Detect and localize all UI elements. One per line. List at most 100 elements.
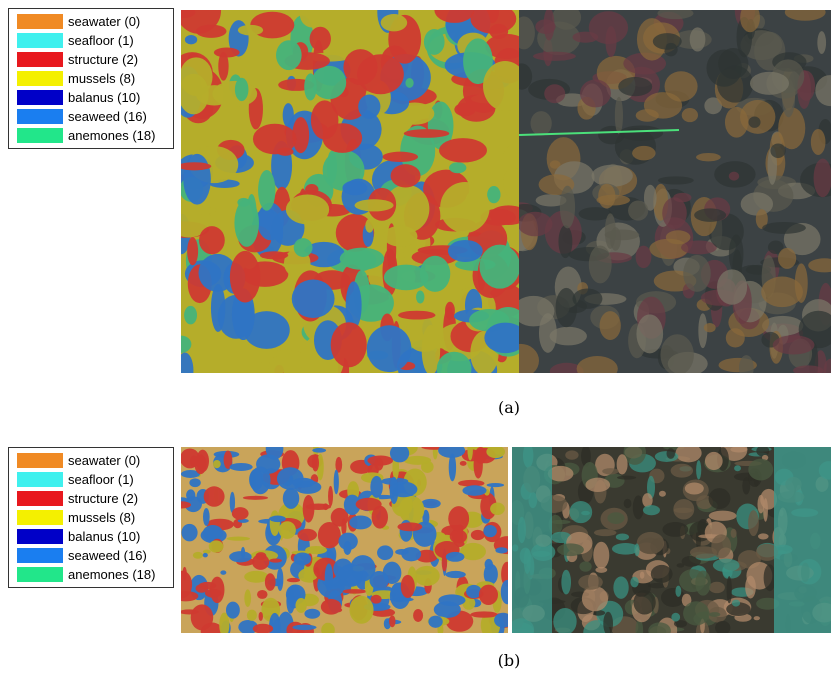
texture <box>729 172 739 181</box>
texture <box>230 463 253 471</box>
texture <box>212 81 257 107</box>
texture <box>616 533 629 540</box>
texture <box>349 596 373 624</box>
texture <box>414 566 440 586</box>
texture <box>653 33 682 50</box>
texture <box>610 227 621 251</box>
texture <box>659 491 666 497</box>
texture <box>210 577 224 603</box>
texture <box>661 588 685 607</box>
texture <box>311 66 346 99</box>
texture <box>270 516 286 523</box>
texture <box>593 542 609 569</box>
texture <box>448 240 483 262</box>
texture <box>258 170 275 211</box>
texture <box>439 138 487 162</box>
texture <box>404 129 450 138</box>
texture <box>694 208 726 221</box>
texture <box>292 280 335 318</box>
texture <box>367 456 393 466</box>
texture <box>371 595 382 604</box>
texture <box>424 29 445 55</box>
texture <box>214 48 240 58</box>
texture <box>312 448 326 453</box>
texture <box>748 459 773 481</box>
legend-label: seawater (0) <box>68 453 140 468</box>
texture <box>185 35 197 44</box>
texture <box>196 25 227 38</box>
texture <box>297 529 317 541</box>
texture <box>428 616 442 628</box>
texture <box>628 201 648 221</box>
texture <box>565 450 578 459</box>
texture <box>294 553 312 566</box>
texture <box>252 554 269 570</box>
legend-item: anemones (18) <box>9 565 173 584</box>
texture <box>762 222 806 234</box>
texture <box>695 571 710 596</box>
texture <box>589 11 628 44</box>
texture <box>618 77 652 96</box>
texture <box>594 529 616 536</box>
texture <box>675 586 681 597</box>
texture <box>203 550 211 554</box>
texture <box>450 530 467 544</box>
texture <box>321 599 342 615</box>
texture <box>398 311 435 320</box>
texture <box>530 111 551 136</box>
texture <box>343 49 377 85</box>
texture <box>597 195 630 206</box>
texture <box>773 335 815 354</box>
texture <box>750 72 789 95</box>
legend-item: mussels (8) <box>9 69 173 88</box>
legend-label: anemones (18) <box>68 567 155 582</box>
legend-label: seaweed (16) <box>68 548 147 563</box>
texture <box>613 576 628 599</box>
legend-item: mussels (8) <box>9 508 173 527</box>
legend-item: structure (2) <box>9 489 173 508</box>
texture <box>449 162 466 173</box>
texture <box>607 512 624 524</box>
texture <box>283 488 299 509</box>
texture <box>811 129 826 155</box>
texture <box>259 612 263 621</box>
legend-item: seafloor (1) <box>9 31 173 50</box>
texture <box>279 521 296 539</box>
texture <box>238 25 263 36</box>
underwater-photo <box>519 10 831 373</box>
texture <box>460 461 467 466</box>
texture <box>558 225 572 258</box>
texture <box>277 467 304 490</box>
texture <box>483 525 496 537</box>
texture <box>709 511 737 521</box>
texture <box>356 498 382 511</box>
texture <box>440 182 490 233</box>
texture <box>367 325 412 372</box>
texture <box>213 460 221 468</box>
legend-swatch <box>17 567 63 582</box>
texture <box>295 598 306 613</box>
texture <box>446 552 465 562</box>
texture <box>662 197 687 229</box>
texture <box>211 284 225 332</box>
texture <box>757 495 764 514</box>
texture <box>550 520 570 524</box>
texture <box>328 486 333 507</box>
texture <box>671 613 680 622</box>
caption: (b) <box>498 651 521 670</box>
legend-label: seaweed (16) <box>68 109 147 124</box>
texture <box>677 563 685 567</box>
texture <box>519 212 553 236</box>
legend-swatch <box>17 52 63 67</box>
texture <box>358 95 380 119</box>
texture <box>749 116 761 127</box>
texture <box>731 529 737 538</box>
texture <box>391 164 421 187</box>
texture <box>229 551 252 562</box>
texture <box>196 450 209 473</box>
legend-label: seafloor (1) <box>68 33 134 48</box>
legend-item: anemones (18) <box>9 126 173 145</box>
legend-label: mussels (8) <box>68 510 135 525</box>
texture <box>355 199 394 211</box>
legend-swatch <box>17 14 63 29</box>
